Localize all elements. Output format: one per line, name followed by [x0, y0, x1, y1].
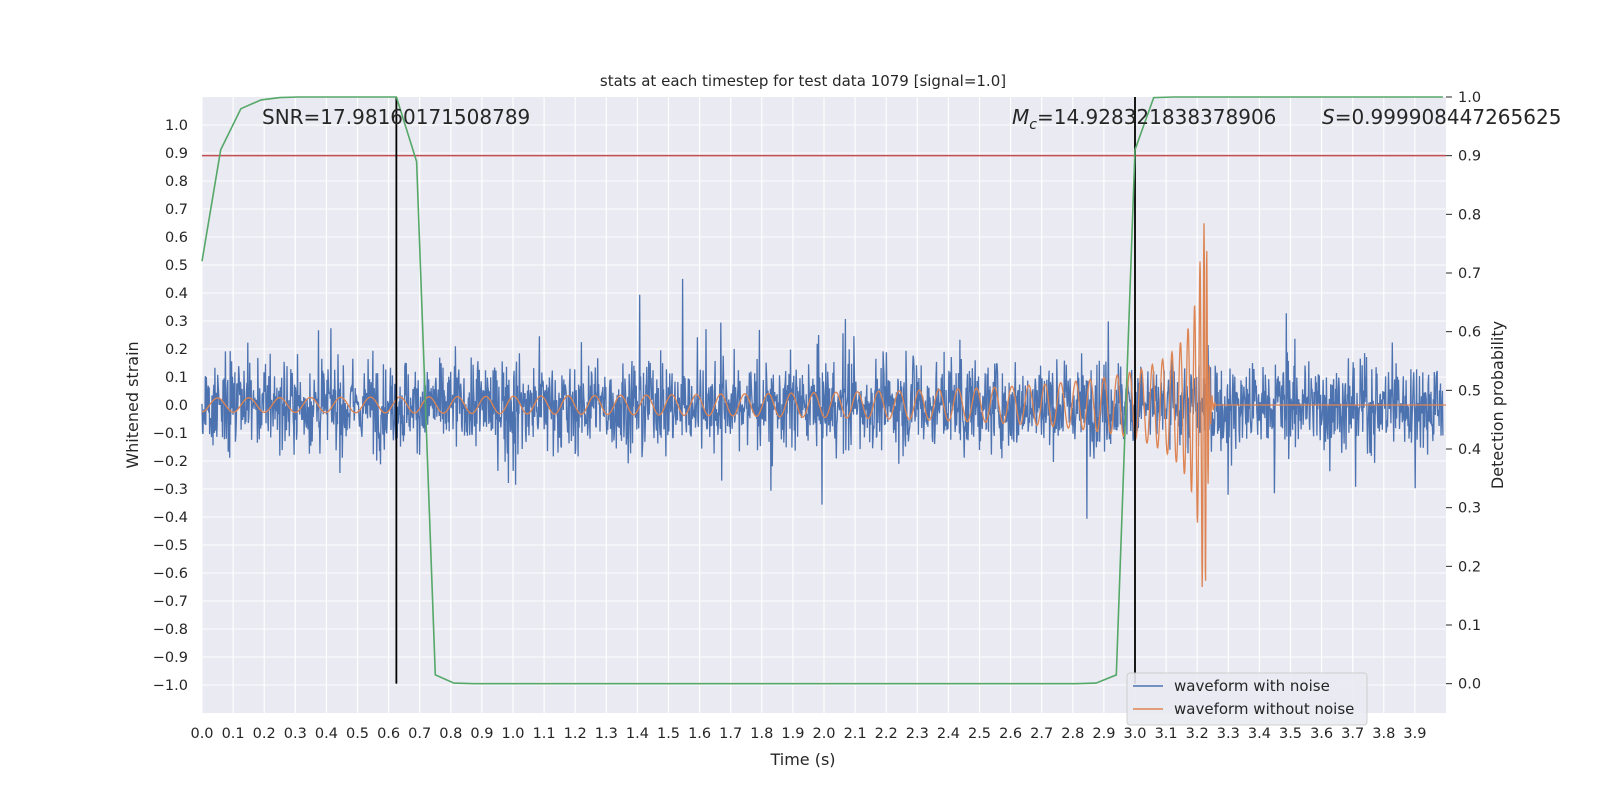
x-tick-label: 1.2	[564, 726, 587, 742]
y2-tick-label: 0.0	[1458, 677, 1481, 693]
x-tick-label: 3.0	[1123, 726, 1146, 742]
y-tick-label: 0.0	[165, 398, 188, 414]
y-axis-ticks: 1.0 0.9 0.8 0.7 0.6 0.5 0.4 0.3 0.2 0.1 0.0 −0.1 −0.…	[153, 118, 188, 694]
s-symbol: S	[1322, 105, 1335, 129]
snr-annotation: SNR=17.98160171508789	[262, 105, 530, 129]
x-tick-label: 0.8	[439, 726, 462, 742]
y-tick-label: −0.1	[153, 426, 188, 442]
legend-label-clean: waveform without noise	[1174, 700, 1354, 718]
x-tick-label: 0.7	[408, 726, 431, 742]
x-tick-label: 3.7	[1341, 726, 1364, 742]
series-waveform-without-noise	[201, 223, 1446, 588]
x-tick-label: 0.3	[284, 726, 307, 742]
mc-subscript: c	[1029, 117, 1037, 133]
x-tick-label: 1.9	[781, 726, 804, 742]
x-tick-label: 0.9	[470, 726, 493, 742]
x-tick-label: 2.3	[906, 726, 929, 742]
x-axis-ticks: 0.0 0.1 0.2 0.3 0.4 0.5 0.6 0.7 0.8 0.9 1.0 1.1 1.2 1…	[190, 726, 1426, 742]
y-tick-label: −0.5	[153, 538, 188, 554]
mc-value: =14.928321838378906	[1037, 105, 1276, 129]
y-tick-label: −0.2	[153, 454, 188, 470]
x-tick-label: 1.6	[688, 726, 711, 742]
x-tick-label: 2.7	[1030, 726, 1053, 742]
legend: waveform with noise waveform without noi…	[1126, 672, 1368, 726]
x-tick-label: 3.6	[1310, 726, 1333, 742]
x-tick-label: 2.6	[999, 726, 1022, 742]
y2-axis-label: Detection probability	[1488, 321, 1507, 489]
y2-tick-label: 0.5	[1458, 383, 1481, 399]
x-tick-label: 1.4	[626, 726, 649, 742]
x-tick-label: 3.4	[1248, 726, 1271, 742]
x-tick-label: 3.1	[1155, 726, 1178, 742]
y2-tick-label: 0.4	[1458, 442, 1481, 458]
y2-tick-label: 0.9	[1458, 149, 1481, 165]
y-tick-label: 0.3	[165, 314, 188, 330]
y-tick-label: 0.8	[165, 174, 188, 190]
x-tick-label: 2.9	[1092, 726, 1115, 742]
x-tick-label: 1.1	[533, 726, 556, 742]
x-tick-label: 0.5	[346, 726, 369, 742]
x-tick-label: 2.1	[844, 726, 867, 742]
legend-label-noise: waveform with noise	[1174, 677, 1330, 695]
y-tick-label: 0.2	[165, 342, 188, 358]
x-tick-label: 3.3	[1217, 726, 1240, 742]
x-tick-label: 2.4	[937, 726, 960, 742]
legend-box	[1126, 672, 1368, 726]
y2-tick-label: 1.0	[1458, 90, 1481, 106]
y2-axis-ticks: 1.0 0.9 0.8 0.7 0.6 0.5 0.4 0.3 0.2 0.1 0.0	[1446, 90, 1481, 693]
y-tick-label: −1.0	[153, 678, 188, 694]
clean-line	[201, 223, 1446, 588]
x-tick-label: 0.1	[222, 726, 245, 742]
y-axis-label: Whitened strain	[123, 341, 142, 468]
y-tick-label: 0.7	[165, 202, 188, 218]
y-tick-label: 0.1	[165, 370, 188, 386]
x-tick-label: 1.8	[750, 726, 773, 742]
x-axis-label: Time (s)	[769, 750, 835, 769]
y2-tick-label: 0.1	[1458, 618, 1481, 634]
x-tick-label: 2.0	[812, 726, 835, 742]
noise-line	[201, 278, 1444, 519]
y-tick-label: 0.6	[165, 230, 188, 246]
y-tick-label: −0.6	[153, 566, 188, 582]
mc-symbol: M	[1012, 105, 1029, 129]
mc-annotation: Mc=14.928321838378906	[1012, 105, 1276, 133]
y-tick-label: −0.7	[153, 594, 188, 610]
s-value: =0.999908447265625	[1335, 105, 1562, 129]
vertical-markers	[395, 97, 1136, 684]
x-tick-label: 0.4	[315, 726, 338, 742]
y-tick-label: 0.4	[165, 286, 188, 302]
y-tick-label: −0.4	[153, 510, 188, 526]
x-tick-label: 1.5	[657, 726, 680, 742]
x-tick-label: 3.2	[1186, 726, 1209, 742]
y-tick-label: −0.8	[153, 622, 188, 638]
x-tick-label: 3.8	[1372, 726, 1395, 742]
x-tick-label: 3.5	[1279, 726, 1302, 742]
s-annotation: S=0.999908447265625	[1322, 105, 1561, 129]
y2-tick-label: 0.3	[1458, 501, 1481, 517]
y-tick-label: 0.5	[165, 258, 188, 274]
series-waveform-with-noise	[201, 278, 1444, 519]
x-tick-label: 0.6	[377, 726, 400, 742]
x-tick-label: 2.8	[1061, 726, 1084, 742]
y2-tick-label: 0.6	[1458, 325, 1481, 341]
y-tick-label: 0.9	[165, 146, 188, 162]
x-tick-label: 1.7	[719, 726, 742, 742]
y-tick-label: −0.9	[153, 650, 188, 666]
chart-title: stats at each timestep for test data 107…	[600, 72, 1006, 90]
x-tick-label: 0.2	[253, 726, 276, 742]
x-tick-label: 0.0	[190, 726, 213, 742]
x-tick-label: 2.5	[968, 726, 991, 742]
x-tick-label: 2.2	[875, 726, 898, 742]
y2-tick-label: 0.8	[1458, 207, 1481, 223]
y2-tick-label: 0.7	[1458, 266, 1481, 282]
x-tick-label: 1.0	[501, 726, 524, 742]
y-tick-label: −0.3	[153, 482, 188, 498]
x-tick-label: 1.3	[595, 726, 618, 742]
x-tick-label: 3.9	[1403, 726, 1426, 742]
y2-tick-label: 0.2	[1458, 559, 1481, 575]
detection-probability-line	[201, 96, 1443, 685]
y-tick-label: 1.0	[165, 118, 188, 134]
